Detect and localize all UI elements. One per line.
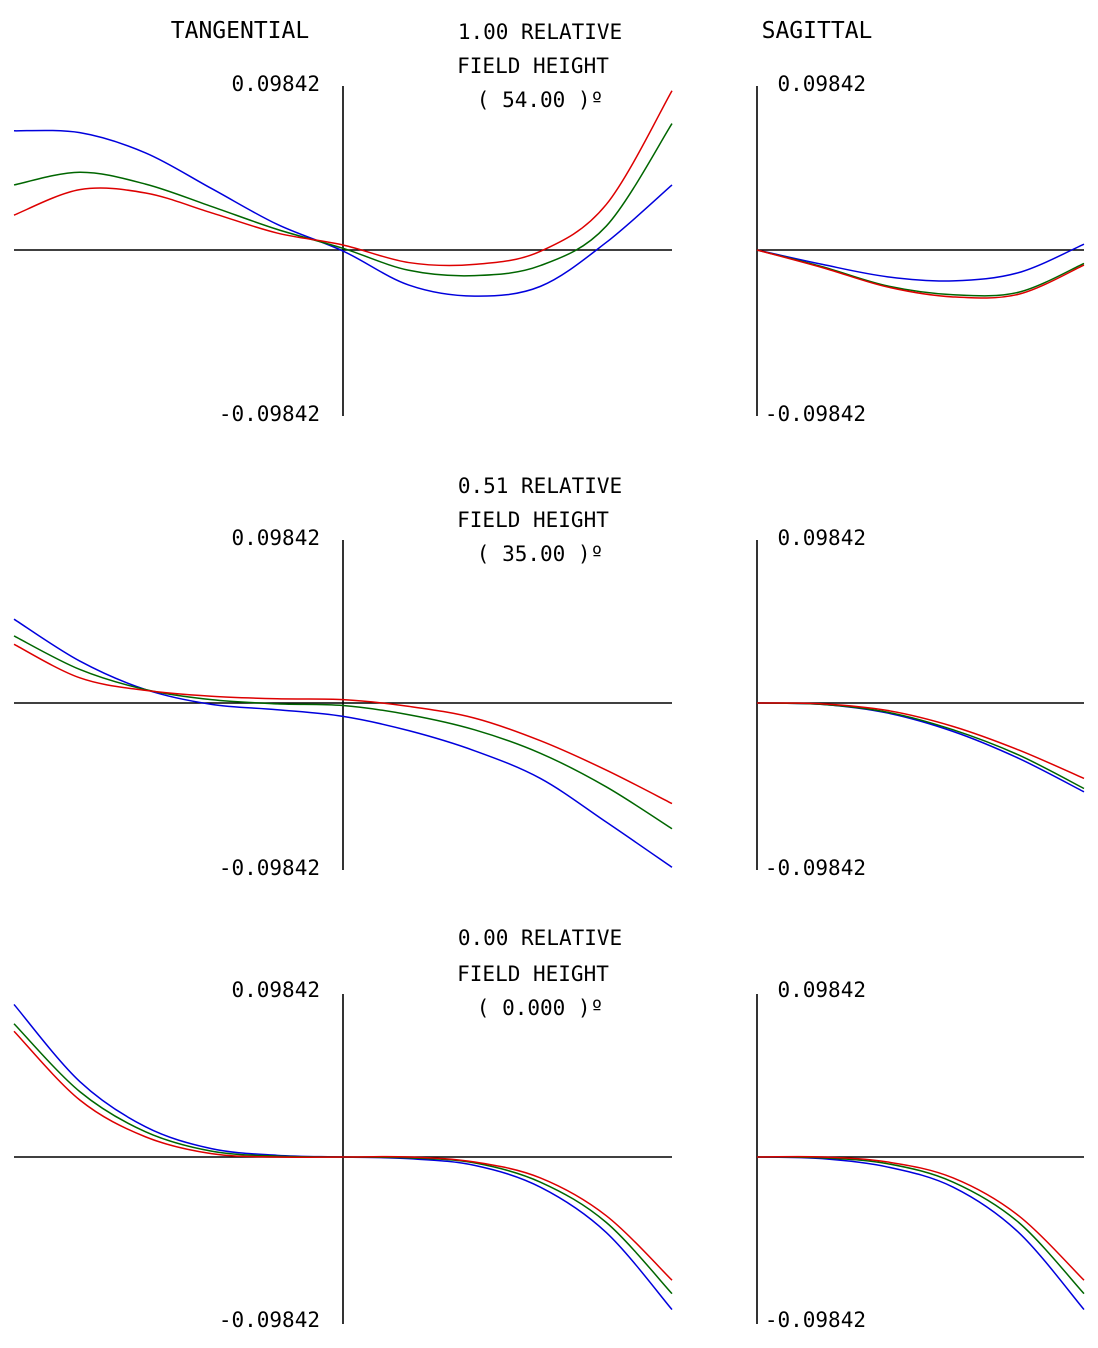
- panel-1-sag-bottom-tick: -0.09842: [765, 856, 866, 880]
- panel-2-sag-blue-curve: [756, 1156, 1085, 1311]
- panel-1-angle-label: ( 35.00 )º: [477, 542, 603, 566]
- panel-0-relative-label: 1.00 RELATIVE: [458, 20, 622, 44]
- panel-0-tan-red-curve: [13, 90, 673, 267]
- tangential-header: TANGENTIAL: [171, 18, 309, 44]
- panel-1-sag-green-curve: [756, 702, 1085, 790]
- panel-2-sag-bottom-tick: -0.09842: [765, 1308, 866, 1332]
- panel-2-tan-top-tick: 0.09842: [231, 978, 320, 1002]
- panel-1-tan-red-curve: [13, 643, 673, 805]
- panel-0-tan-bottom-tick: -0.09842: [219, 402, 320, 426]
- plot-layer: [13, 86, 1085, 1324]
- panel-0-sag-bottom-tick: -0.09842: [765, 402, 866, 426]
- panel-2-field-label: FIELD HEIGHT: [457, 962, 609, 986]
- panel-2-angle-label: ( 0.000 )º: [477, 996, 603, 1020]
- panel-1-tan-green-curve: [13, 635, 673, 830]
- panel-0-sag-red-curve: [756, 249, 1085, 299]
- panel-0-field-label: FIELD HEIGHT: [457, 54, 609, 78]
- panel-1-tan-top-tick: 0.09842: [231, 526, 320, 550]
- panel-2-sag-top-tick: 0.09842: [777, 978, 866, 1002]
- panel-1-sag-red-curve: [756, 702, 1085, 780]
- panel-1-field-label: FIELD HEIGHT: [457, 508, 609, 532]
- sagittal-header: SAGITTAL: [762, 18, 873, 44]
- panel-2-sag-red-curve: [756, 1155, 1085, 1281]
- panel-0-sag-blue-curve: [756, 243, 1085, 282]
- panel-2-sag-green-curve: [756, 1156, 1085, 1295]
- panel-2-tan-bottom-tick: -0.09842: [219, 1308, 320, 1332]
- panel-2-tan-red-curve: [13, 1030, 673, 1281]
- panel-1-tan-bottom-tick: -0.09842: [219, 856, 320, 880]
- panel-2-relative-label: 0.00 RELATIVE: [458, 926, 622, 950]
- panel-0-tan-top-tick: 0.09842: [231, 72, 320, 96]
- panel-0-tan-green-curve: [13, 123, 673, 277]
- panel-1-tan-blue-curve: [13, 618, 673, 868]
- panel-0-sag-green-curve: [756, 249, 1085, 297]
- panel-0-angle-label: ( 54.00 )º: [477, 88, 603, 112]
- panel-1-sag-blue-curve: [756, 702, 1085, 793]
- panel-0-sag-top-tick: 0.09842: [777, 72, 866, 96]
- panel-1-relative-label: 0.51 RELATIVE: [458, 474, 622, 498]
- panel-0-tan-blue-curve: [13, 129, 673, 297]
- panel-1-sag-top-tick: 0.09842: [777, 526, 866, 550]
